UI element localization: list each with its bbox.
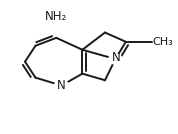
Text: N: N bbox=[57, 79, 66, 92]
Text: NH₂: NH₂ bbox=[45, 10, 67, 23]
Circle shape bbox=[109, 54, 122, 64]
Text: N: N bbox=[112, 51, 121, 64]
Text: CH₃: CH₃ bbox=[152, 37, 173, 47]
Circle shape bbox=[55, 80, 69, 91]
